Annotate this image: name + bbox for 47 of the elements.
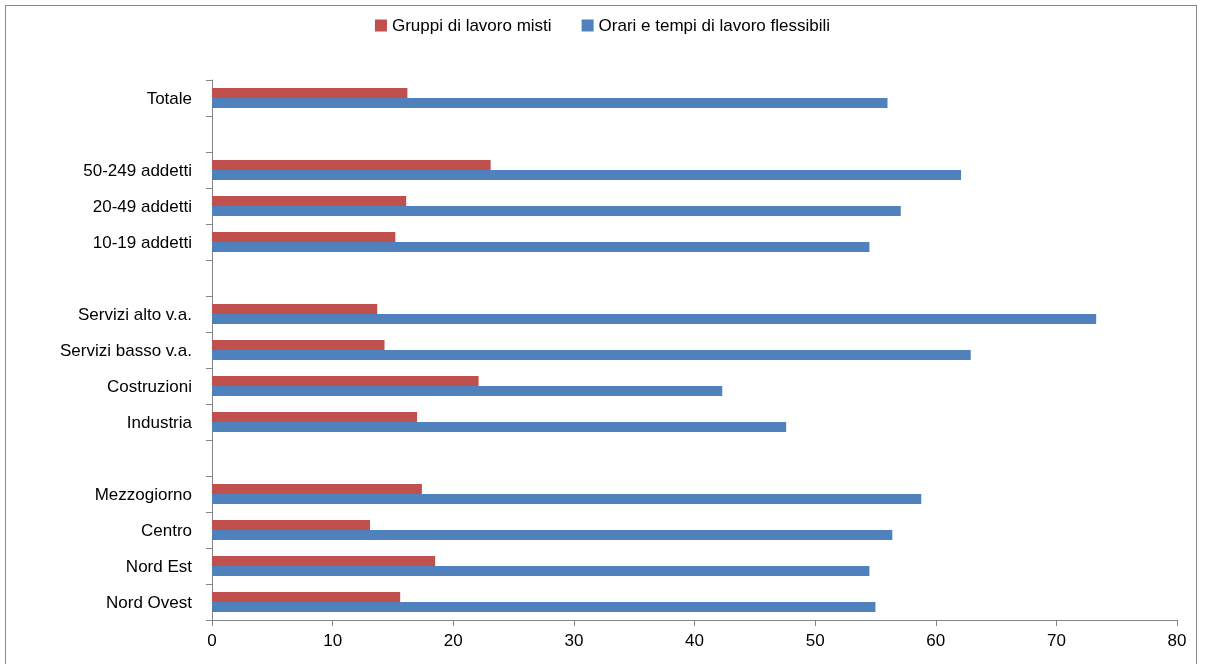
bar xyxy=(212,375,479,386)
bar xyxy=(212,411,418,422)
bar xyxy=(212,98,888,109)
x-tick-label: 30 xyxy=(564,631,584,650)
x-tick-label: 60 xyxy=(926,631,946,650)
x-tick-label: 0 xyxy=(207,631,217,650)
y-tick-label: 50-249 addetti xyxy=(83,160,192,180)
y-tick-label: 20-49 addetti xyxy=(92,196,192,216)
y-tick-label: Servizi alto v.a. xyxy=(77,304,192,324)
y-tick-label: Totale xyxy=(146,88,192,108)
bar xyxy=(212,242,870,253)
y-tick-label: 10-19 addetti xyxy=(92,232,192,252)
x-tick-label: 10 xyxy=(323,631,343,650)
bar xyxy=(212,170,962,181)
y-tick-label: Centro xyxy=(140,520,192,540)
bar xyxy=(212,602,876,613)
bar xyxy=(212,494,922,505)
bar xyxy=(212,159,491,170)
bar xyxy=(212,314,1097,325)
bar xyxy=(212,350,971,361)
bar xyxy=(212,386,723,397)
x-tick-label: 40 xyxy=(685,631,704,650)
bar xyxy=(212,195,407,206)
y-tick-label: Servizi basso v.a. xyxy=(60,340,192,360)
y-tick-label: Nord Ovest xyxy=(106,592,193,612)
legend-label: Orari e tempi di lavoro flessibili xyxy=(598,16,831,35)
x-tick-label: 80 xyxy=(1167,631,1187,650)
x-tick-label: 20 xyxy=(443,631,463,650)
bar xyxy=(212,483,422,494)
bar xyxy=(212,87,408,98)
bar xyxy=(212,566,870,577)
legend-label: Gruppi di lavoro misti xyxy=(391,16,552,35)
y-tick-label: Mezzogiorno xyxy=(94,484,192,504)
bar xyxy=(212,591,401,602)
bar xyxy=(212,519,371,530)
bar xyxy=(212,555,436,566)
bar xyxy=(212,422,787,433)
y-tick-label: Nord Est xyxy=(125,556,193,576)
bar xyxy=(212,530,893,541)
bar xyxy=(212,231,396,242)
x-tick-label: 50 xyxy=(805,631,825,650)
y-tick-label: Industria xyxy=(126,412,193,432)
bar xyxy=(212,339,385,350)
bar xyxy=(212,206,901,217)
x-tick-label: 70 xyxy=(1046,631,1066,650)
bar xyxy=(212,303,378,314)
y-tick-label: Costruzioni xyxy=(106,376,192,396)
